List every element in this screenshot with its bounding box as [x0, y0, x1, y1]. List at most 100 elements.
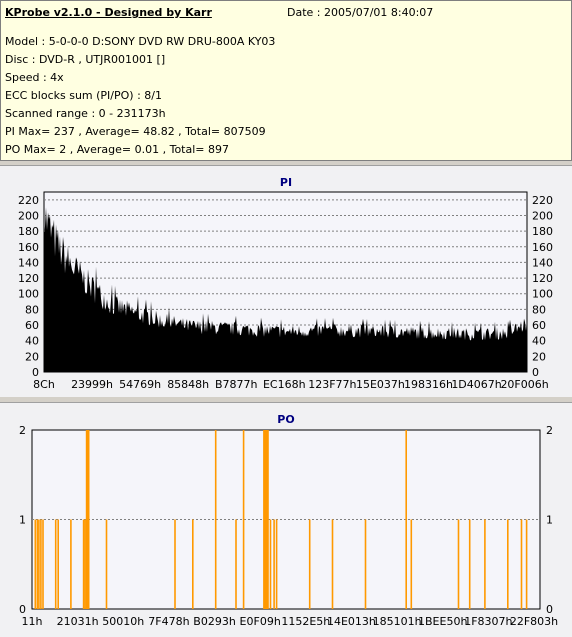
po-bar	[82, 519, 85, 609]
pi-xtick-label: 8Ch	[33, 378, 55, 391]
pi-ytick-left: 40	[25, 335, 39, 348]
pi-series-area	[44, 207, 527, 372]
pi-xtick-label: 23999h	[71, 378, 113, 391]
pi-xtick-label: EC168h	[263, 378, 306, 391]
po-ytick-left: 1	[19, 514, 26, 527]
po-chart-panel: PO 0 0 1 1 2 2 11h 21031h 50010h 7F478h B0293h E0F09…	[0, 402, 572, 637]
po-ytick-left: 0	[19, 603, 26, 616]
po-xtick-label: B0293h	[193, 615, 236, 628]
pi-chart-panel: PI 0 0 20 20 40 40 60 60 80 80 100 100 120 120 140 140 16…	[0, 165, 572, 397]
pi-ytick-right: 80	[532, 303, 546, 316]
pi-xtick-label: 15E037h	[356, 378, 405, 391]
pi-ytick-left: 120	[18, 272, 39, 285]
pi-ytick-left: 160	[18, 241, 39, 254]
pi-xtick-label: B7877h	[215, 378, 258, 391]
info-header: KProbe v2.1.0 - Designed by Karr Date : …	[0, 0, 572, 161]
po-bar	[34, 519, 37, 609]
pi-ytick-left: 140	[18, 256, 39, 269]
pi-ytick-right: 60	[532, 319, 546, 332]
po-bar	[405, 430, 407, 609]
po-xtick-label: 21031h	[57, 615, 99, 628]
po-bar	[308, 519, 311, 609]
pi-ytick-right: 40	[532, 335, 546, 348]
pi-ytick-right: 100	[532, 288, 553, 301]
pi-xtick-label: 85848h	[167, 378, 209, 391]
po-xtick-label: 7F478h	[148, 615, 189, 628]
pi-ytick-right: 120	[532, 272, 553, 285]
pi-ytick-right: 160	[532, 241, 553, 254]
po-bar	[242, 430, 245, 609]
po-xtick-label: 22F803h	[510, 615, 558, 628]
pi-ytick-left: 180	[18, 225, 39, 238]
po-bar	[468, 519, 471, 609]
po-bar	[57, 519, 59, 609]
po-xtick-label: 50010h	[102, 615, 144, 628]
po-bar	[86, 430, 89, 609]
po-bar	[42, 519, 44, 609]
po-xtick-label: E0F09h	[240, 615, 281, 628]
pi-ytick-right: 20	[532, 350, 546, 363]
po-ytick-right: 2	[546, 424, 553, 437]
po-bar	[273, 519, 275, 609]
app-title: KProbe v2.1.0 - Designed by Karr	[5, 6, 212, 19]
info-range: Scanned range : 0 - 231173h	[5, 107, 166, 120]
po-bar	[269, 519, 272, 609]
po-xtick-label: 1F8307h	[464, 615, 512, 628]
po-bar	[54, 519, 57, 609]
pi-ytick-right: 220	[532, 194, 553, 207]
info-po-stats: PO Max= 2 , Average= 0.01 , Total= 897	[5, 143, 229, 156]
po-bar	[174, 519, 176, 609]
pi-xtick-label: 123F77h	[308, 378, 356, 391]
po-bar	[410, 519, 413, 609]
pi-xtick-label: 1D4067h	[451, 378, 501, 391]
pi-ytick-left: 200	[18, 209, 39, 222]
info-pi-stats: PI Max= 237 , Average= 48.82 , Total= 80…	[5, 125, 266, 138]
po-bar	[265, 430, 267, 609]
po-chart-title: PO	[277, 413, 294, 426]
pi-chart-title: PI	[280, 176, 292, 189]
pi-chart: PI 0 0 20 20 40 40 60 60 80 80 100 100 120 120 140 140 16…	[18, 176, 553, 391]
po-bar	[264, 430, 266, 609]
pi-ytick-left: 80	[25, 303, 39, 316]
pi-ytick-left: 20	[25, 350, 39, 363]
po-bar	[40, 519, 42, 609]
scan-date: Date : 2005/07/01 8:40:07	[287, 6, 434, 19]
po-bar	[507, 519, 509, 609]
po-bar	[36, 519, 39, 609]
po-ytick-left: 2	[19, 424, 26, 437]
po-xtick-label: 185101h	[373, 615, 422, 628]
po-bar	[84, 519, 86, 609]
info-ecc: ECC blocks sum (PI/PO) : 8/1	[5, 89, 162, 102]
po-bar	[70, 519, 72, 609]
pi-ytick-left: 220	[18, 194, 39, 207]
po-xtick-label: 14E013h	[327, 615, 376, 628]
po-bar	[214, 430, 217, 609]
po-bar	[331, 519, 334, 609]
po-xtick-label: 11h	[22, 615, 43, 628]
po-bar	[105, 519, 108, 609]
po-bar	[525, 519, 528, 609]
po-xtick-label: 1BEE50h	[418, 615, 467, 628]
pi-xtick-label: 54769h	[119, 378, 161, 391]
info-model: Model : 5-0-0-0 D:SONY DVD RW DRU-800A K…	[5, 35, 276, 48]
po-bar	[85, 430, 88, 609]
po-bar	[267, 430, 269, 609]
pi-ytick-right: 0	[532, 366, 539, 379]
po-bar	[275, 519, 278, 609]
pi-ytick-right: 200	[532, 209, 553, 222]
pi-ytick-right: 180	[532, 225, 553, 238]
po-xtick-label: 1152E5h	[281, 615, 330, 628]
po-bar	[520, 519, 523, 609]
po-ytick-right: 1	[546, 514, 553, 527]
po-bar	[192, 519, 194, 609]
po-bar	[263, 430, 265, 609]
po-bar	[235, 519, 237, 609]
pi-xtick-label: 198316h	[404, 378, 453, 391]
po-bar	[457, 519, 460, 609]
po-ytick-right: 0	[546, 603, 553, 616]
po-bar	[364, 519, 367, 609]
po-bar	[38, 519, 40, 609]
pi-ytick-left: 100	[18, 288, 39, 301]
po-bar	[266, 430, 268, 609]
pi-ytick-left: 0	[32, 366, 39, 379]
